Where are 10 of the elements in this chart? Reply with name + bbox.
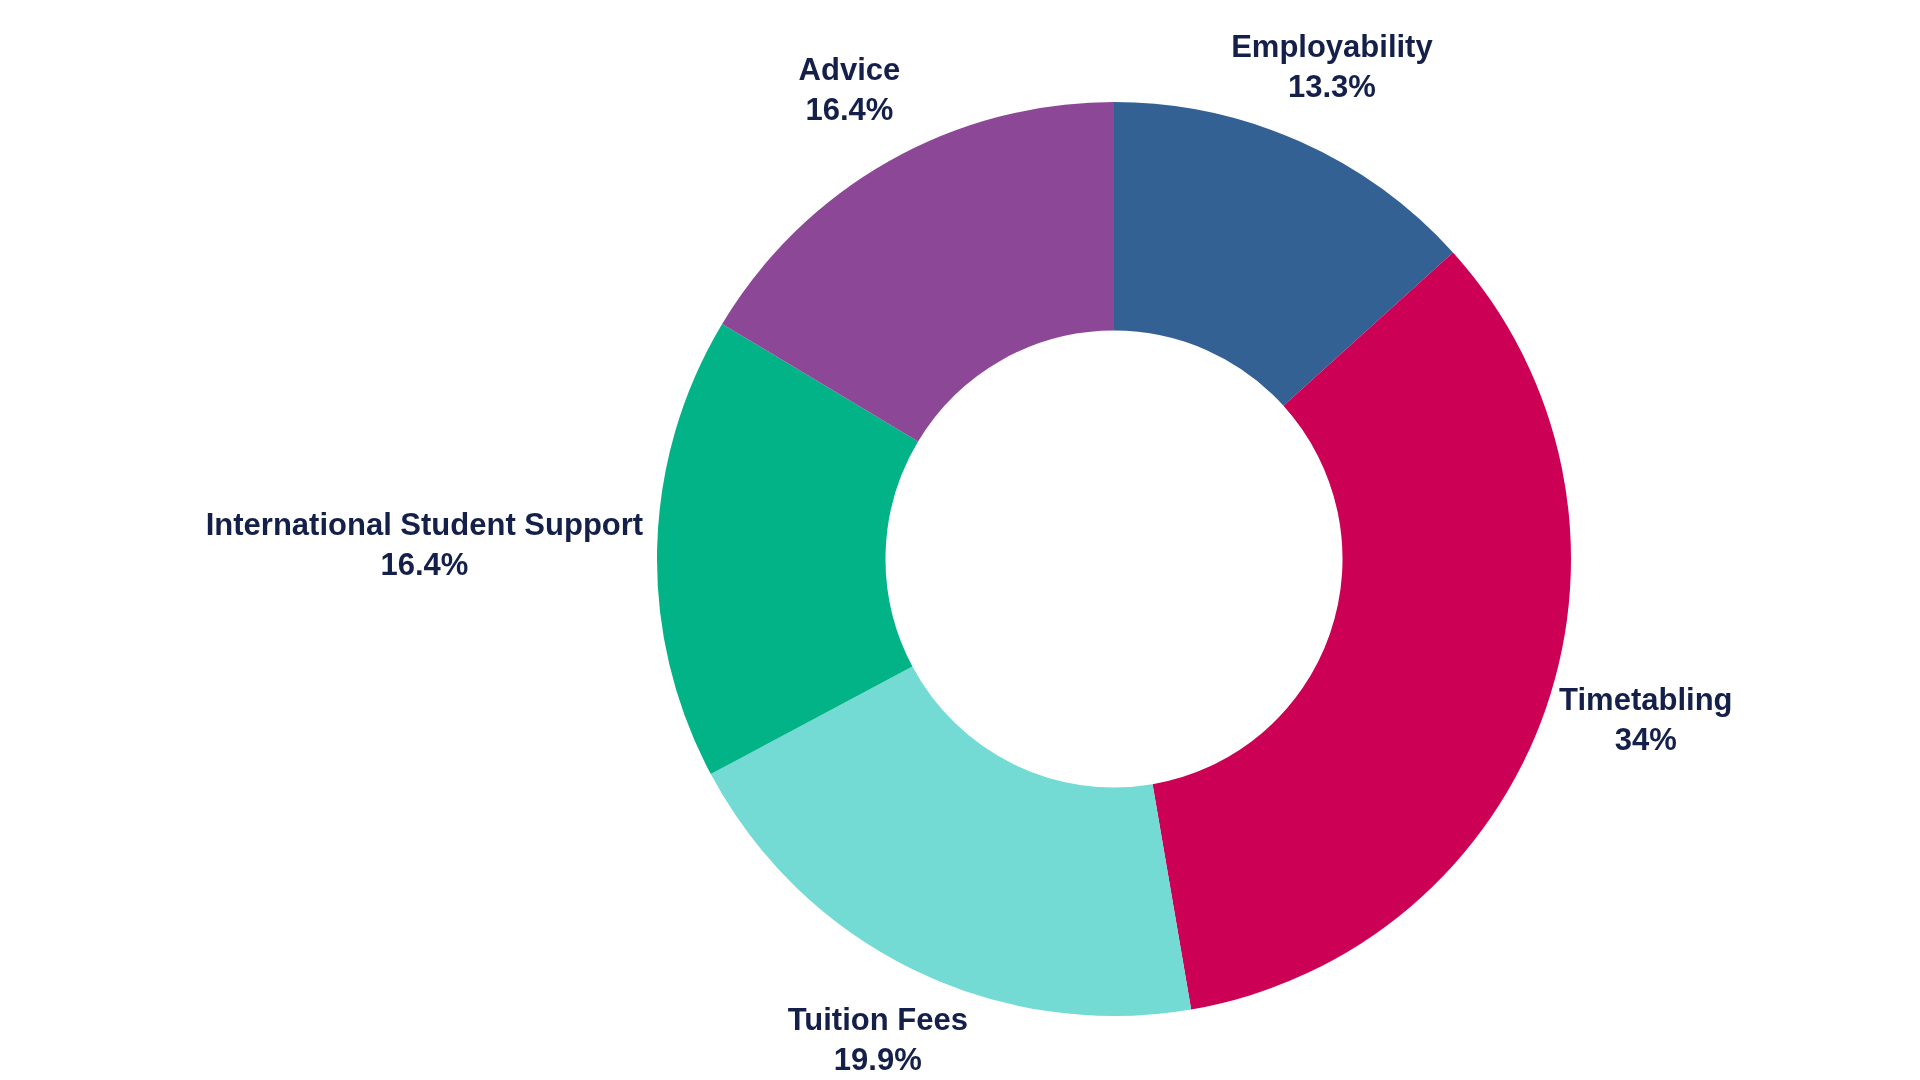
slice-label: Tuition Fees [787,1001,968,1037]
data-label: 13.3% [1287,68,1376,104]
data-label: 16.4% [805,92,894,128]
data-label: 34% [1614,722,1677,758]
slice-label: Employability [1231,28,1434,64]
data-label: 16.4% [380,547,469,583]
data-label: 19.9% [833,1041,922,1077]
slice-label: International Student Support [205,507,644,543]
slice-label: Advice [798,52,901,88]
slice-label: Timetabling [1559,682,1733,718]
